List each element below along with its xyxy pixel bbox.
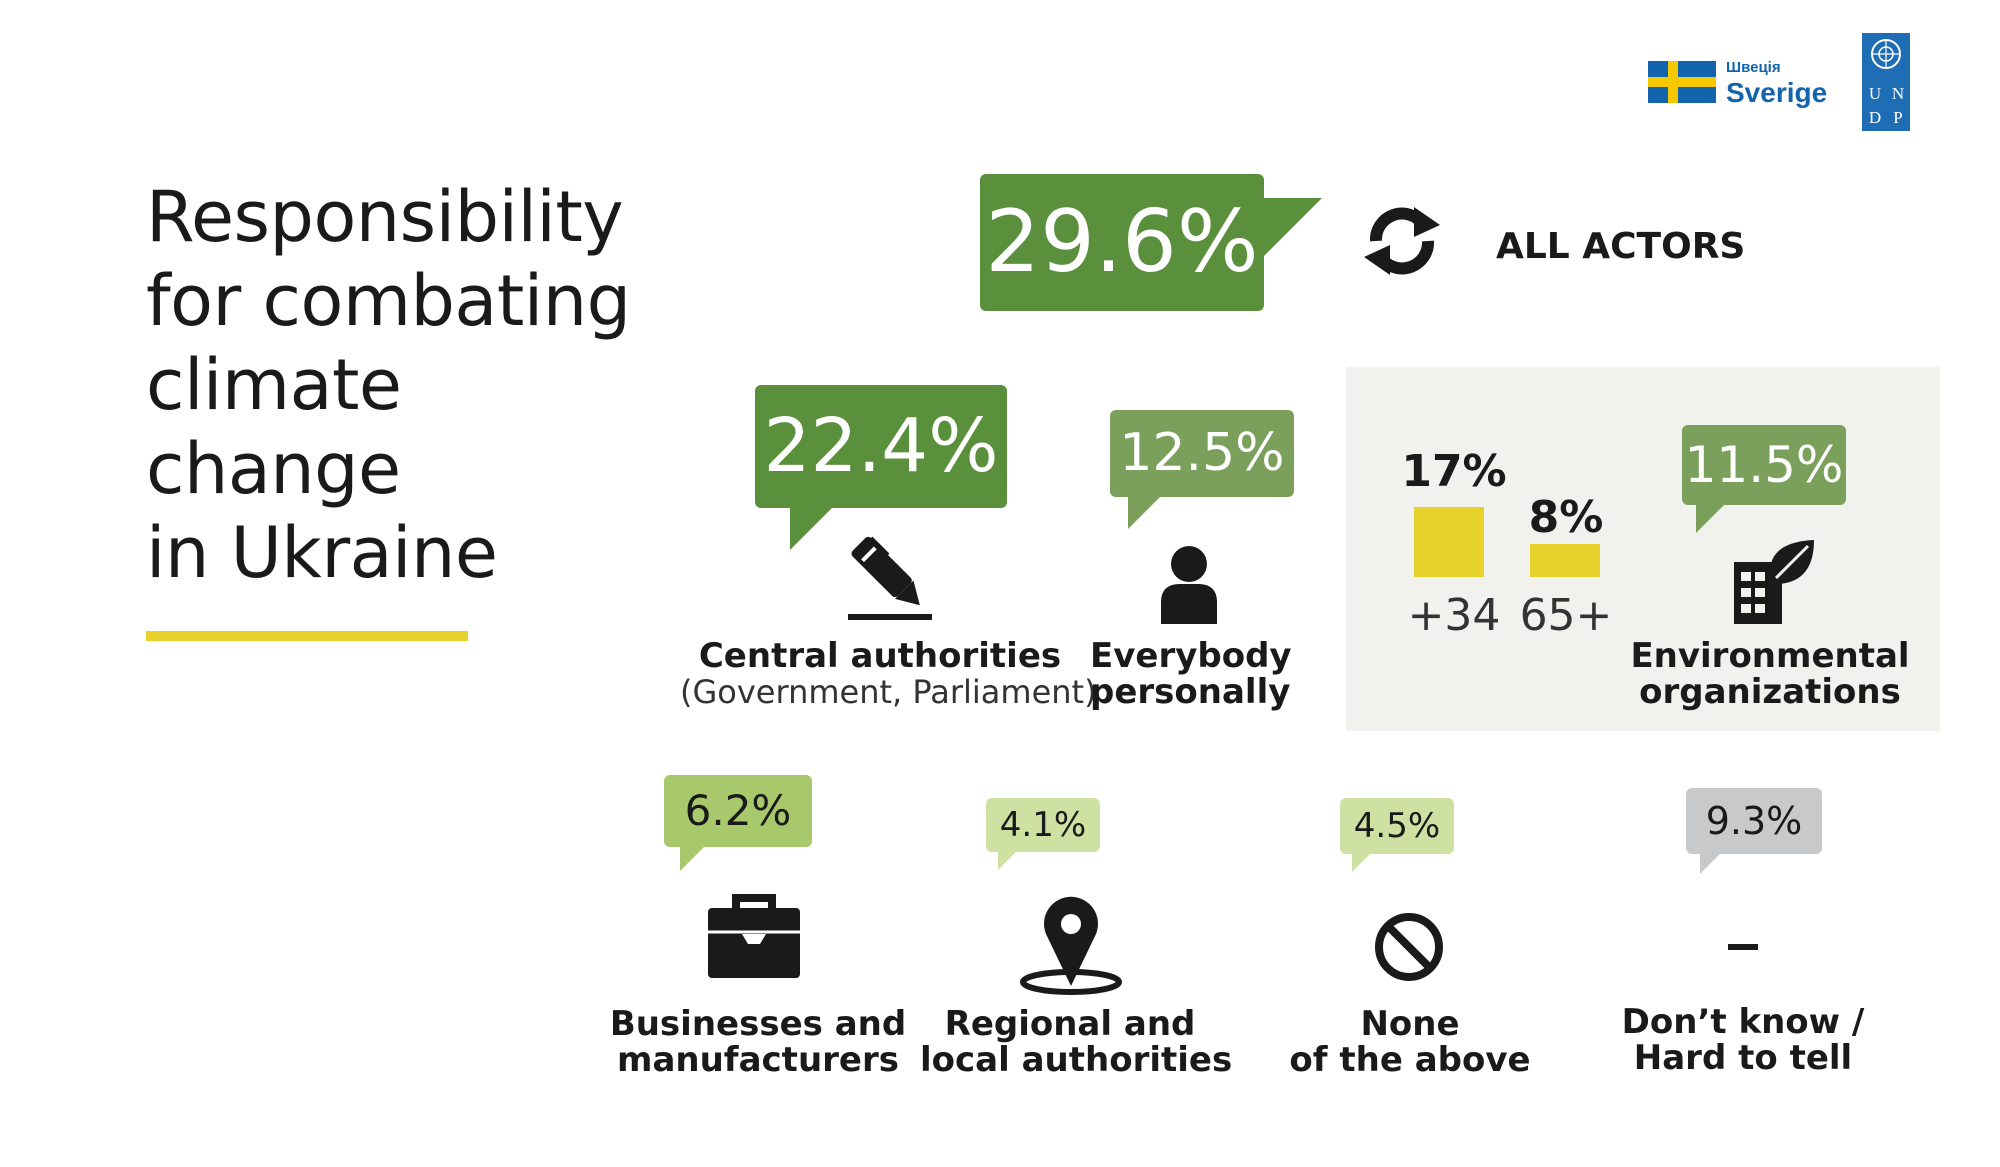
sweden-logo-text: Sverige [1726,77,1828,108]
title-line: Responsibility [146,176,624,258]
bubble-tail [790,506,834,550]
undp-logo: U N D P [1862,33,1910,131]
undp-letter: P [1893,108,1903,127]
everybody-label-line: personally [1090,672,1291,712]
everybody-label-line: Everybody [1090,636,1292,676]
undp-letter: U [1868,84,1882,103]
everybody-value: 12.5% [1110,410,1294,497]
central-authorities-sublabel: (Government, Parliament) [680,673,1097,711]
regional-label-line: local authorities [920,1040,1233,1080]
title-underline [146,631,468,641]
person-icon [1161,546,1217,624]
undp-letter: D [1868,108,1882,127]
sweden-logo-small-text: Швеція [1726,59,1781,76]
building-leaf-icon [1734,540,1814,624]
central-authorities-value: 22.4% [755,385,1007,508]
bubble-tail [1700,852,1722,874]
sweden-logo: Швеція Sverige [1648,57,1827,117]
undp-letter: N [1891,84,1905,103]
briefcase-icon [708,894,800,978]
businesses-value: 6.2% [664,775,812,847]
swedish-flag-icon [1648,61,1716,103]
age-old-label: 65+ [1519,590,1613,641]
dont-know-label-line: Hard to tell [1633,1038,1853,1078]
age-young-bar [1414,507,1484,577]
bubble-tail [1696,503,1726,533]
bubble-tail [680,845,706,871]
dont-know-value: 9.3% [1686,788,1822,854]
age-young-value: 17% [1401,446,1507,497]
dont-know-label-line: Don’t know / [1621,1002,1865,1042]
environmental-value: 11.5% [1682,425,1846,505]
bubble-tail [1128,495,1162,529]
title-line: in Ukraine [146,512,498,594]
dash-icon [1728,944,1758,950]
all-actors-value: 29.6% [980,174,1264,311]
refresh-arrows-icon [1364,207,1440,275]
regional-label-line: Regional and [944,1004,1196,1044]
regional-value: 4.1% [986,798,1100,852]
environmental-label-line: Environmental [1630,636,1910,676]
none-value: 4.5% [1340,798,1454,854]
page-title: Responsibility for combating climate cha… [146,175,631,595]
un-emblem-icon [1871,39,1901,69]
title-line: for combating [146,260,631,342]
none-label-line: None [1360,1004,1460,1044]
businesses-label-line: manufacturers [617,1040,899,1080]
age-old-bar [1530,544,1600,577]
prohibited-icon [1375,913,1443,981]
age-young-label: +34 [1407,590,1501,641]
age-old-value: 8% [1528,492,1604,543]
pen-signing-icon [848,536,932,620]
map-pin-icon [1020,896,1122,995]
none-label-line: of the above [1289,1040,1531,1080]
all-actors-label: ALL ACTORS [1496,226,1746,267]
title-line: change [146,428,401,510]
businesses-label-line: Businesses and [609,1004,907,1044]
bubble-tail [1262,198,1322,258]
bubble-tail [998,850,1018,870]
central-authorities-label: Central authorities [698,636,1062,676]
environmental-label-line: organizations [1639,672,1901,712]
bubble-tail [1352,852,1372,872]
title-line: climate [146,344,402,426]
